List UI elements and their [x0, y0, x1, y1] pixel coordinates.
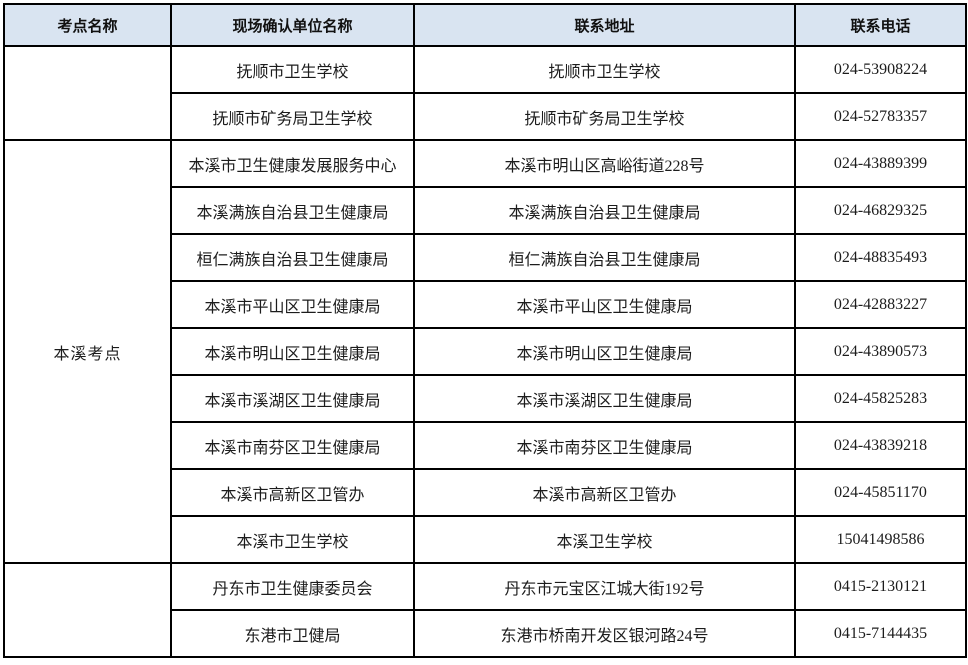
address-cell: 桓仁满族自治县卫生健康局	[413, 233, 796, 282]
phone-cell: 024-53908224	[794, 45, 967, 94]
unit-name-cell: 本溪市明山区卫生健康局	[170, 327, 415, 376]
unit-name-cell: 抚顺市矿务局卫生学校	[170, 92, 415, 141]
phone-cell: 024-52783357	[794, 92, 967, 141]
phone-cell: 024-48835493	[794, 233, 967, 282]
table-row: 东港市卫健局 东港市桥南开发区银河路24号 0415-7144435	[4, 609, 967, 658]
address-cell: 本溪市南芬区卫生健康局	[413, 421, 796, 470]
phone-cell: 024-43839218	[794, 421, 967, 470]
table-row: 桓仁满族自治县卫生健康局 桓仁满族自治县卫生健康局 024-48835493	[4, 233, 967, 282]
address-cell: 本溪市高新区卫管办	[413, 468, 796, 517]
phone-cell: 0415-2130121	[794, 562, 967, 611]
unit-name-cell: 丹东市卫生健康委员会	[170, 562, 415, 611]
unit-name-cell: 本溪市高新区卫管办	[170, 468, 415, 517]
header-phone: 联系电话	[794, 3, 967, 47]
table-row: 本溪满族自治县卫生健康局 本溪满族自治县卫生健康局 024-46829325	[4, 186, 967, 235]
address-cell: 本溪满族自治县卫生健康局	[413, 186, 796, 235]
unit-name-cell: 本溪市溪湖区卫生健康局	[170, 374, 415, 423]
table-row: 丹东市卫生健康委员会 丹东市元宝区江城大街192号 0415-2130121	[3, 562, 967, 658]
address-cell: 东港市桥南开发区银河路24号	[413, 609, 796, 658]
address-cell: 丹东市元宝区江城大街192号	[413, 562, 796, 611]
table-row: 本溪市高新区卫管办 本溪市高新区卫管办 024-45851170	[4, 468, 967, 517]
header-unit-name: 现场确认单位名称	[170, 3, 415, 47]
phone-cell: 024-45851170	[794, 468, 967, 517]
address-cell: 本溪卫生学校	[413, 515, 796, 564]
phone-cell: 024-43889399	[794, 139, 967, 188]
table-row: 本溪市南芬区卫生健康局 本溪市南芬区卫生健康局 024-43839218	[4, 421, 967, 470]
address-cell: 抚顺市卫生学校	[413, 45, 796, 94]
address-cell: 抚顺市矿务局卫生学校	[413, 92, 796, 141]
phone-cell: 15041498586	[794, 515, 967, 564]
table-row: 本溪市平山区卫生健康局 本溪市平山区卫生健康局 024-42883227	[4, 280, 967, 329]
table-row: 抚顺市卫生学校 抚顺市卫生学校 024-53908224	[3, 45, 967, 141]
table-row: 本溪市明山区卫生健康局 本溪市明山区卫生健康局 024-43890573	[4, 327, 967, 376]
unit-name-cell: 本溪市卫生健康发展服务中心	[170, 139, 415, 188]
header-site-name: 考点名称	[3, 3, 172, 47]
table-row: 抚顺市矿务局卫生学校 抚顺市矿务局卫生学校 024-52783357	[4, 92, 967, 141]
unit-name-cell: 本溪市卫生学校	[170, 515, 415, 564]
header-address: 联系地址	[413, 3, 796, 47]
unit-name-cell: 本溪市平山区卫生健康局	[170, 280, 415, 329]
unit-name-cell: 东港市卫健局	[170, 609, 415, 658]
phone-cell: 024-46829325	[794, 186, 967, 235]
unit-name-cell: 桓仁满族自治县卫生健康局	[170, 233, 415, 282]
header-row: 考点名称 现场确认单位名称 联系地址 联系电话	[3, 3, 967, 47]
table-row: 本溪考点 本溪市卫生健康发展服务中心 本溪市明山区高峪街道228号 024-43…	[3, 139, 967, 564]
address-cell: 本溪市溪湖区卫生健康局	[413, 374, 796, 423]
unit-name-cell: 本溪市南芬区卫生健康局	[170, 421, 415, 470]
table-row: 本溪市溪湖区卫生健康局 本溪市溪湖区卫生健康局 024-45825283	[4, 374, 967, 423]
phone-cell: 024-42883227	[794, 280, 967, 329]
address-cell: 本溪市明山区卫生健康局	[413, 327, 796, 376]
address-cell: 本溪市明山区高峪街道228号	[413, 139, 796, 188]
site-group-cell	[3, 562, 172, 658]
site-group-cell	[3, 45, 172, 141]
unit-name-cell: 抚顺市卫生学校	[170, 45, 415, 94]
site-group-cell: 本溪考点	[3, 139, 172, 564]
address-cell: 本溪市平山区卫生健康局	[413, 280, 796, 329]
phone-cell: 0415-7144435	[794, 609, 967, 658]
phone-cell: 024-45825283	[794, 374, 967, 423]
phone-cell: 024-43890573	[794, 327, 967, 376]
unit-name-cell: 本溪满族自治县卫生健康局	[170, 186, 415, 235]
exam-site-contact-table: 考点名称 现场确认单位名称 联系地址 联系电话 抚顺市卫生学校 抚顺市卫生学校 …	[3, 3, 967, 658]
table-row: 本溪市卫生学校 本溪卫生学校 15041498586	[4, 515, 967, 564]
